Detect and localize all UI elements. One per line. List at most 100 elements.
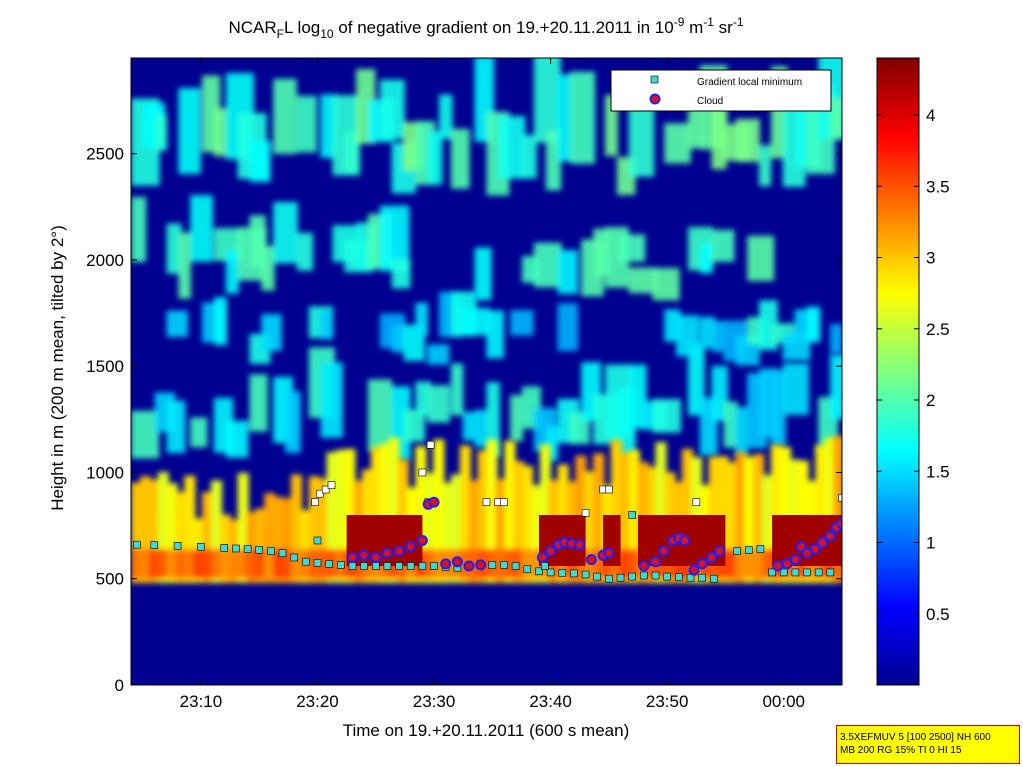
cloud-cell — [273, 202, 298, 264]
y-tick-label: 1500 — [86, 357, 124, 376]
cloud-point — [428, 496, 440, 508]
boundary-cell — [335, 449, 347, 583]
cloud-point — [696, 558, 708, 570]
gradient-min-point — [418, 562, 427, 570]
cloud-cell — [830, 97, 842, 140]
boundary-core-cell — [202, 549, 214, 579]
cloud-cell — [735, 406, 748, 457]
boundary-cell — [184, 475, 196, 583]
boundary-core-cell — [219, 549, 232, 579]
gradient-min-point — [593, 572, 602, 581]
boundary-cell — [317, 478, 329, 583]
x-tick-label: 00:00 — [762, 692, 805, 711]
legend-gradient-min-label: Gradient local minimum — [697, 77, 802, 88]
cloud-point — [416, 535, 428, 546]
boundary-cell — [148, 479, 160, 583]
cloud-layer-2 — [131, 195, 775, 301]
gradient-min-point — [692, 498, 701, 507]
gradient-min-point — [570, 569, 578, 578]
y-tick-label: 500 — [96, 570, 124, 589]
gradient-min-point — [698, 573, 706, 582]
cloud-cell — [213, 108, 227, 157]
cloud-point — [801, 547, 813, 559]
boundary-cell — [139, 476, 152, 583]
gradient-min-point — [733, 547, 741, 555]
cloud-cell — [747, 235, 775, 281]
cloud-point — [816, 537, 828, 549]
colorbar-ticks: 0.5 1 1.5 2 2.5 3 3.5 4 — [877, 106, 950, 624]
boundary-core-cell — [291, 549, 303, 579]
gradient-min-point — [311, 498, 320, 507]
cloud-point — [536, 552, 548, 563]
gradient-min-point — [523, 565, 532, 574]
gradient-min-point — [430, 562, 438, 570]
cloud-layer-1 — [166, 291, 842, 366]
cloud-cell — [154, 114, 168, 151]
x-tick-label: 23:40 — [529, 692, 572, 711]
colorbar-gradient — [876, 57, 920, 686]
cloud-cell — [415, 381, 432, 416]
cloud-cell — [770, 369, 786, 446]
boundary-core-cell — [468, 549, 480, 579]
gradient-min-point — [791, 568, 800, 577]
cloud-cell — [522, 135, 537, 179]
cloud-point — [358, 549, 370, 561]
boundary-core-cell — [148, 549, 160, 579]
boundary-core-cell — [175, 549, 187, 579]
cloud-point — [650, 556, 661, 568]
cloud-cell — [249, 374, 268, 432]
cloud-point — [714, 545, 726, 557]
gradient-min-point — [803, 568, 811, 577]
boundary-cell — [486, 439, 498, 583]
gradient-min-point — [301, 557, 310, 566]
cloud-cell — [652, 268, 680, 301]
info-line-2: MB 200 RG 15% TI 0 HI 15 — [840, 745, 962, 756]
gradient-min-point — [313, 558, 322, 567]
cloud-point — [381, 547, 393, 559]
boundary-cell — [468, 480, 480, 583]
cloud-cell — [545, 130, 562, 191]
cloud-point — [772, 560, 784, 572]
boundary-cell — [282, 498, 294, 583]
gradient-min-point — [232, 544, 240, 553]
y-axis: 0 500 1000 1500 2000 2500 — [86, 145, 842, 695]
cloud-point — [688, 564, 700, 576]
x-tick-label: 23:10 — [180, 692, 223, 711]
gradient-min-point — [426, 440, 435, 449]
boundary-cell — [513, 461, 525, 583]
colorbar-tick-label: 3.5 — [926, 177, 950, 196]
boundary-cell — [433, 439, 445, 583]
gradient-min-point — [535, 567, 543, 576]
gradient-min-point — [546, 568, 555, 577]
cloud-cell — [415, 302, 428, 336]
cloud-point — [574, 539, 586, 551]
cloud-cell — [427, 385, 450, 423]
boundary-core-cell — [211, 549, 223, 579]
colorbar-tick-label: 2 — [926, 391, 935, 410]
cloud-cell — [462, 411, 477, 441]
gradient-min-point — [640, 571, 648, 580]
colorbar-tick-label: 3 — [926, 249, 935, 268]
plot-area — [131, 58, 842, 685]
boundary-cell — [308, 476, 320, 583]
x-axis: 23:10 23:20 23:30 23:40 23:50 00:00 — [180, 58, 805, 711]
gradient-min-point — [779, 568, 788, 577]
boundary-core-cell — [619, 549, 631, 579]
cloud-cell — [166, 223, 182, 274]
boundary-core-cell — [735, 549, 747, 579]
cloud-cell — [190, 417, 208, 448]
cloud-cell — [557, 250, 578, 294]
x-tick-label: 23:50 — [646, 692, 689, 711]
gradient-min-point — [744, 546, 753, 554]
gradient-min-point — [500, 561, 508, 569]
boundary-cell — [762, 475, 774, 583]
gradient-min-point — [605, 574, 613, 583]
cloud-cell — [225, 250, 239, 294]
gradient-min-point — [348, 562, 357, 570]
legend-gradient-min-marker — [650, 75, 659, 84]
cloud-point — [585, 554, 597, 566]
boundary-cell — [175, 492, 187, 583]
cloud-cell — [557, 74, 572, 162]
cloud-cell — [533, 242, 562, 288]
cloud-cell — [166, 310, 188, 337]
